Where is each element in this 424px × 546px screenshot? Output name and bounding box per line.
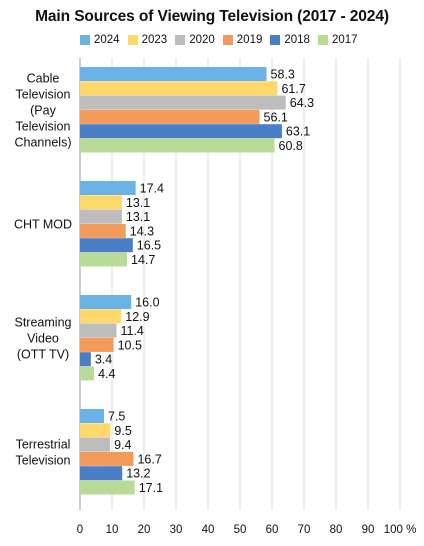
bar-2024-3 (80, 409, 104, 423)
legend-item-2020: 2020 (175, 34, 215, 46)
data-label: 16.0 (135, 296, 159, 310)
bar-2020-3 (80, 437, 111, 452)
data-label: 9.5 (114, 424, 131, 438)
data-label: 14.7 (131, 253, 155, 267)
data-label: 9.4 (114, 438, 131, 452)
data-label: 64.3 (290, 96, 314, 110)
legend-item-2023: 2023 (127, 34, 168, 46)
data-label: 13.2 (126, 467, 150, 481)
data-label: 17.1 (139, 481, 163, 495)
legend-label: 2020 (189, 34, 215, 46)
bar-2020-0 (80, 95, 286, 110)
data-label: 16.7 (137, 452, 161, 466)
legend-label: 2023 (141, 34, 168, 46)
bar-2019-1 (80, 223, 126, 238)
bar-2023-3 (80, 423, 111, 438)
data-label: 7.5 (108, 410, 125, 424)
data-label: 58.3 (271, 68, 295, 82)
legend-item-2017: 2017 (317, 34, 358, 46)
legend-label: 2018 (284, 34, 310, 46)
bar-2023-2 (80, 309, 122, 324)
category-label: Streaming Video (OTT TV) (15, 315, 72, 361)
data-label: 12.9 (125, 310, 149, 324)
x-tick-label: 0 (77, 524, 83, 536)
legend-label: 2017 (331, 34, 358, 46)
bar-2017-1 (80, 252, 128, 267)
data-label: 17.4 (140, 182, 164, 196)
data-label: 4.4 (98, 367, 115, 381)
x-tick-label: 30 (170, 524, 183, 536)
x-tick-label: 10 (106, 524, 119, 536)
category-label: CHT MOD (14, 217, 72, 231)
category-label: Terrestrial Television (16, 437, 71, 467)
bar-2020-2 (80, 323, 117, 338)
bar-2017-2 (80, 366, 95, 381)
data-label: 13.1 (126, 210, 150, 224)
bar-2018-0 (80, 124, 282, 139)
data-label: 13.1 (126, 196, 150, 210)
x-tick-label: 80 (330, 524, 343, 536)
legend-item-2019: 2019 (222, 34, 263, 46)
data-label: 14.3 (130, 224, 154, 238)
x-tick-label: 70 (298, 524, 311, 536)
data-label: 3.4 (95, 353, 112, 367)
bar-2024-1 (80, 181, 136, 195)
bar-2017-0 (80, 138, 275, 153)
chart-title: Main Sources of Viewing Television (2017… (35, 8, 389, 25)
bar-2024-2 (80, 295, 132, 309)
legend-label: 2024 (94, 34, 120, 46)
legend-label: 2019 (236, 34, 263, 46)
x-tick-label: 100 % (384, 524, 417, 536)
bar-2019-0 (80, 109, 260, 124)
bar-2023-1 (80, 195, 122, 210)
bar-2020-1 (80, 209, 122, 224)
data-label: 10.5 (118, 338, 142, 352)
data-label: 63.1 (286, 125, 310, 139)
legend-swatch (175, 35, 186, 45)
bar-2019-3 (80, 451, 134, 466)
legend-swatch (270, 35, 281, 45)
legend-item-2018: 2018 (270, 34, 310, 46)
bar-2017-3 (80, 480, 135, 495)
chart-legend: 2024 2023 2020 2019 2018 2017 (80, 34, 358, 46)
bar-2023-0 (80, 81, 278, 96)
data-label: 56.1 (264, 110, 288, 124)
x-tick-label: 90 (362, 524, 375, 536)
bar-2024-0 (80, 67, 267, 81)
data-label: 60.8 (279, 139, 303, 153)
x-tick-label: 60 (266, 524, 279, 536)
data-label: 11.4 (120, 324, 143, 338)
legend-swatch (127, 35, 138, 45)
x-tick-label: 50 (234, 524, 247, 536)
bar-2018-2 (80, 352, 91, 367)
legend-swatch (222, 35, 233, 45)
bar-2018-1 (80, 238, 133, 253)
data-label: 16.5 (137, 239, 161, 253)
x-tick-label: 20 (138, 524, 151, 536)
bar-2019-2 (80, 337, 114, 352)
legend-swatch (317, 35, 328, 45)
category-label: Cable Television (Pay Television Channels) (15, 71, 72, 149)
legend-item-2024: 2024 (80, 34, 120, 46)
bar-2018-3 (80, 466, 123, 481)
data-label: 61.7 (281, 82, 305, 96)
legend-swatch (80, 35, 90, 45)
x-tick-label: 40 (202, 524, 215, 536)
